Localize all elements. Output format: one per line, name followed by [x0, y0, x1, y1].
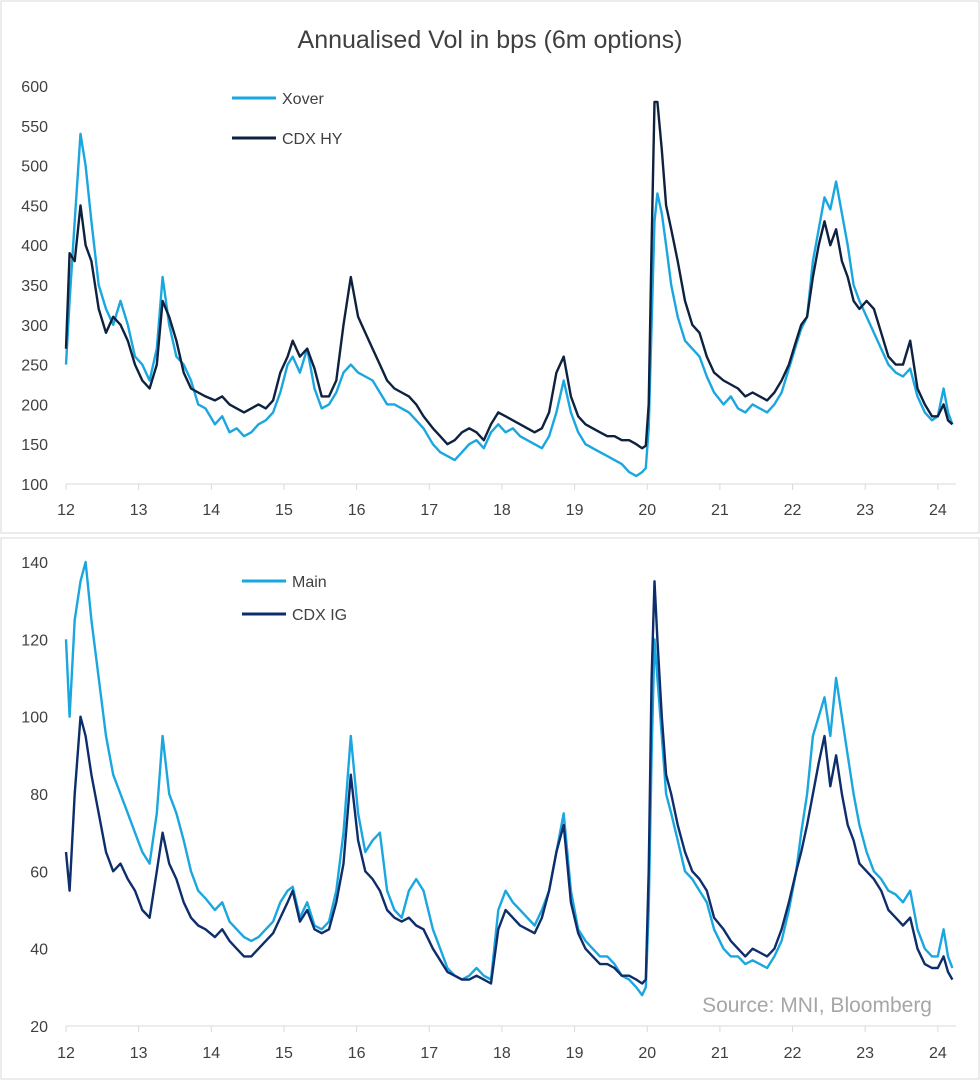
x-tick-label: 18 — [493, 502, 511, 519]
y-tick-label: 450 — [21, 198, 48, 215]
series-line-main — [64, 560, 954, 997]
y-tick-label: 200 — [21, 397, 48, 414]
x-tick-label: 23 — [856, 1045, 874, 1062]
top-plot-area: 12 13 14 15 16 17 18 19 20 21 22 23 24 100 150 200 250 30… — [21, 79, 956, 519]
y-tick-label: 120 — [21, 632, 48, 649]
x-tick-label: 19 — [566, 502, 584, 519]
series-line-xover — [64, 132, 954, 478]
y-tick-label: 80 — [30, 787, 48, 804]
y-tick-label: 60 — [30, 864, 48, 881]
source-annotation: Source: MNI, Bloomberg — [702, 994, 932, 1017]
x-tick-label: 18 — [493, 1045, 511, 1062]
x-tick-label: 20 — [638, 502, 656, 519]
bottom-plot-area: 12 13 14 15 16 17 18 19 20 21 22 23 24 20 40 60 80 100 120… — [21, 555, 956, 1062]
y-tick-label: 40 — [30, 942, 48, 959]
bottom-panel-border — [0, 537, 980, 1080]
y-tick-label: 550 — [21, 119, 48, 136]
x-tick-label: 16 — [348, 502, 366, 519]
x-tick-label: 17 — [420, 502, 438, 519]
top-panel-border — [0, 0, 980, 534]
x-tick-label: 15 — [275, 502, 293, 519]
y-tick-label: 350 — [21, 278, 48, 295]
y-tick-label: 150 — [21, 437, 48, 454]
y-tick-label: 250 — [21, 358, 48, 375]
series-line-cdx-ig — [64, 580, 954, 985]
x-tick-label: 23 — [856, 502, 874, 519]
x-tick-label: 13 — [130, 502, 148, 519]
x-tick-label: 14 — [202, 1045, 220, 1062]
x-tick-label: 13 — [130, 1045, 148, 1062]
x-tick-label: 15 — [275, 1045, 293, 1062]
x-tick-label: 22 — [784, 1045, 802, 1062]
y-tick-label: 100 — [21, 710, 48, 727]
chart-title: Annualised Vol in bps (6m options) — [298, 26, 683, 54]
x-tick-label: 21 — [711, 1045, 729, 1062]
x-tick-label: 22 — [784, 502, 802, 519]
y-tick-label: 20 — [30, 1019, 48, 1036]
y-tick-label: 300 — [21, 318, 48, 335]
series-line-cdx-hy — [64, 100, 954, 450]
x-tick-label: 20 — [638, 1045, 656, 1062]
legend-label-main: Main — [292, 574, 327, 591]
legend-label-cdx-ig: CDX IG — [292, 607, 347, 624]
y-tick-label: 140 — [21, 555, 48, 572]
x-tick-label: 21 — [711, 502, 729, 519]
x-tick-label: 24 — [929, 502, 947, 519]
x-tick-label: 19 — [566, 1045, 584, 1062]
x-tick-label: 12 — [57, 1045, 75, 1062]
y-tick-label: 100 — [21, 477, 48, 494]
y-tick-label: 400 — [21, 238, 48, 255]
y-tick-label: 600 — [21, 79, 48, 96]
y-tick-label: 500 — [21, 159, 48, 176]
x-tick-label: 14 — [202, 502, 220, 519]
legend-label-xover: Xover — [282, 91, 324, 108]
legend-label-cdx-hy: CDX HY — [282, 131, 343, 148]
x-tick-label: 12 — [57, 502, 75, 519]
x-tick-label: 24 — [929, 1045, 947, 1062]
x-tick-label: 17 — [420, 1045, 438, 1062]
x-tick-label: 16 — [348, 1045, 366, 1062]
